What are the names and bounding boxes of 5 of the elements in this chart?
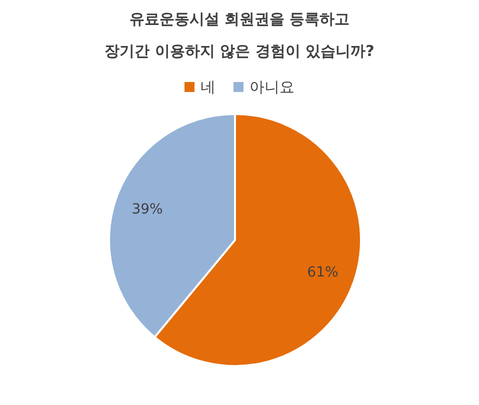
legend-label: 네 [200, 78, 216, 96]
data-label: 61% [307, 264, 338, 281]
chart-title: 유료운동시설 회원권을 등록하고 장기간 이용하지 않은 경험이 있습니까? [104, 10, 374, 60]
legend-label: 아니요 [250, 78, 294, 96]
data-label: 39% [132, 201, 163, 218]
